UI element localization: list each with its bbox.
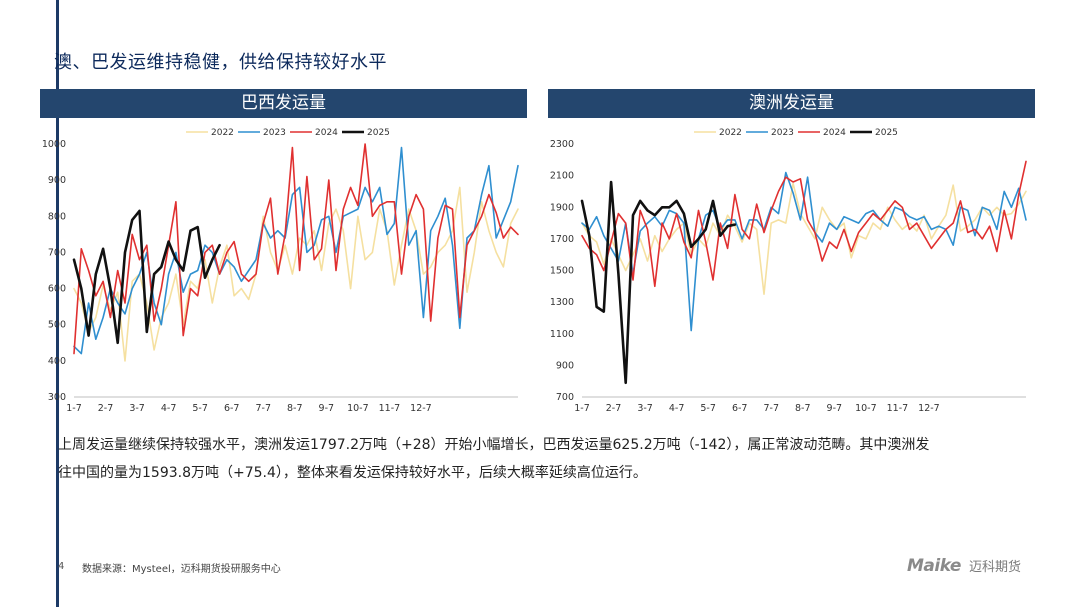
summary-line-1: 上周发运量继续保持较强水平，澳洲发运1797.2万吨（+28）开始小幅增长，巴西…: [58, 437, 930, 453]
y-tick-label: 600: [48, 284, 66, 295]
x-tick-label: 5-7: [192, 403, 208, 414]
y-tick-label: 800: [48, 211, 66, 222]
legend-label-2022: 2022: [719, 128, 742, 138]
legend-label-2022: 2022: [211, 128, 234, 138]
series-line-2022: [73, 186, 519, 362]
y-tick-label: 700: [48, 247, 66, 258]
series-line-2025: [580, 180, 737, 385]
x-tick-label: 2-7: [98, 403, 114, 414]
data-source: 数据来源：Mysteel，迈科期货投研服务中心: [82, 564, 281, 575]
legend-label-2025: 2025: [875, 128, 898, 138]
x-tick-label: 5-7: [700, 403, 716, 414]
y-tick-label: 900: [48, 175, 66, 186]
x-tick-label: 6-7: [732, 403, 748, 414]
y-tick-label: 1100: [550, 329, 574, 340]
logo-wordmark: Maike: [907, 556, 961, 576]
australia-chart-header: 澳洲发运量: [548, 89, 1035, 118]
x-tick-label: 11-7: [379, 403, 401, 414]
x-tick-label: 2-7: [606, 403, 622, 414]
x-tick-label: 9-7: [827, 403, 843, 414]
y-tick-label: 300: [48, 392, 66, 403]
series-line-2025: [72, 209, 221, 345]
maike-logo: Maike 迈科期货: [907, 556, 1047, 580]
x-tick-label: 12-7: [410, 403, 432, 414]
x-tick-label: 7-7: [255, 403, 271, 414]
page-number: 4: [58, 561, 65, 572]
summary-text: 上周发运量继续保持较强水平，澳洲发运1797.2万吨（+28）开始小幅增长，巴西…: [58, 431, 1038, 487]
legend-label-2023: 2023: [263, 128, 286, 138]
y-tick-label: 1700: [550, 234, 574, 245]
legend-label-2025: 2025: [367, 128, 390, 138]
x-tick-label: 4-7: [161, 403, 177, 414]
slide-title: 澳、巴发运维持稳健，供给保持较好水平: [54, 52, 387, 73]
logo-chinese-name: 迈科期货: [969, 560, 1022, 575]
summary-line-2: 往中国的量为1593.8万吨（+75.4），整体来看发运保持较好水平，后续大概率…: [58, 465, 647, 481]
y-tick-label: 900: [556, 360, 574, 371]
left-accent-bar: [56, 0, 59, 607]
y-tick-label: 700: [556, 392, 574, 403]
y-tick-label: 1300: [550, 297, 574, 308]
chart-legend: 2022 2023 2024 2025: [186, 128, 390, 138]
legend-label-2023: 2023: [771, 128, 794, 138]
x-tick-label: 11-7: [887, 403, 909, 414]
y-tick-label: 2300: [550, 139, 574, 150]
legend-label-2024: 2024: [315, 128, 338, 138]
x-tick-label: 7-7: [763, 403, 779, 414]
x-tick-label: 9-7: [319, 403, 335, 414]
x-tick-label: 1-7: [574, 403, 590, 414]
series-line-2022: [581, 182, 1027, 295]
y-tick-label: 500: [48, 320, 66, 331]
x-tick-label: 10-7: [855, 403, 877, 414]
y-tick-label: 2100: [550, 171, 574, 182]
x-tick-label: 12-7: [918, 403, 940, 414]
x-tick-label: 3-7: [129, 403, 145, 414]
x-tick-label: 3-7: [637, 403, 653, 414]
series-line-2024: [73, 143, 519, 355]
australia-shipment-chart: 2022 2023 2024 2025 700 900 1100 1300 1500 1700 19…: [550, 128, 1027, 414]
x-tick-label: 1-7: [66, 403, 82, 414]
y-tick-label: 1900: [550, 202, 574, 213]
y-tick-label: 400: [48, 356, 66, 367]
y-tick-label: 1500: [550, 266, 574, 277]
x-tick-label: 8-7: [287, 403, 303, 414]
y-tick-label: 1000: [42, 139, 66, 150]
chart-legend: 2022 2023 2024 2025: [694, 128, 898, 138]
brazil-shipment-chart: 2022 2023 2024 2025 300 400 500 600 700 800 900 100…: [42, 128, 519, 414]
series-line-2024: [581, 160, 1027, 288]
x-tick-label: 6-7: [224, 403, 240, 414]
x-tick-label: 10-7: [347, 403, 369, 414]
brazil-chart-header: 巴西发运量: [40, 89, 527, 118]
x-tick-label: 4-7: [669, 403, 685, 414]
legend-label-2024: 2024: [823, 128, 846, 138]
x-tick-label: 8-7: [795, 403, 811, 414]
